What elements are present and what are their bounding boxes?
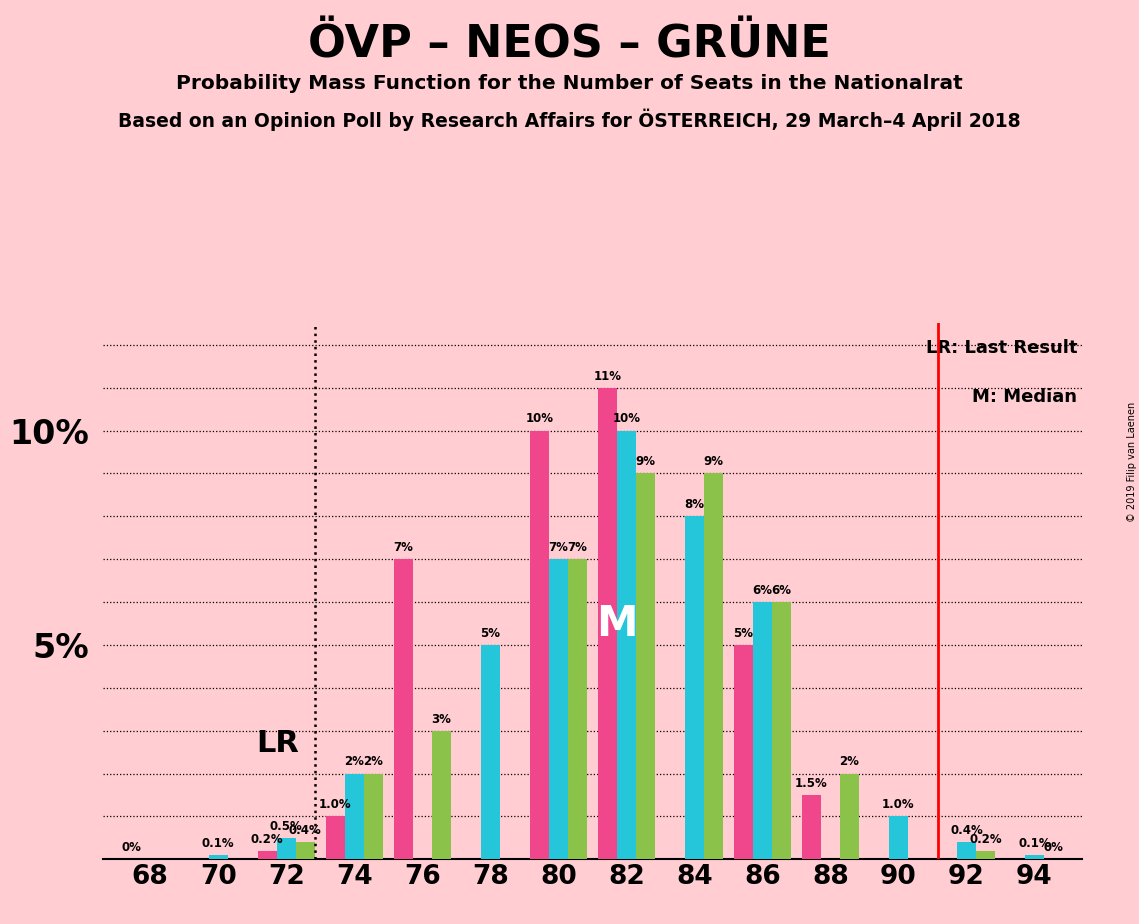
Bar [345, 773, 363, 859]
Text: 1.0%: 1.0% [319, 798, 352, 811]
Text: 0%: 0% [1043, 841, 1064, 854]
Bar [326, 817, 345, 859]
Text: 2%: 2% [344, 756, 364, 769]
Text: Probability Mass Function for the Number of Seats in the Nationalrat: Probability Mass Function for the Number… [177, 74, 962, 93]
Text: 1.0%: 1.0% [882, 798, 915, 811]
Bar [277, 838, 296, 859]
Bar [888, 817, 908, 859]
Text: 0.1%: 0.1% [202, 837, 235, 850]
Bar [957, 842, 976, 859]
Text: © 2019 Filip van Laenen: © 2019 Filip van Laenen [1126, 402, 1137, 522]
Bar [1025, 855, 1044, 859]
Text: 11%: 11% [593, 370, 621, 383]
Bar [481, 645, 500, 859]
Bar [753, 602, 772, 859]
Text: 2%: 2% [363, 756, 383, 769]
Text: 2%: 2% [839, 756, 859, 769]
Text: 7%: 7% [567, 541, 588, 554]
Bar [772, 602, 790, 859]
Bar [636, 473, 655, 859]
Text: Based on an Opinion Poll by Research Affairs for ÖSTERREICH, 29 March–4 April 20: Based on an Opinion Poll by Research Aff… [118, 109, 1021, 131]
Text: 0.2%: 0.2% [969, 833, 1002, 845]
Bar [976, 851, 995, 859]
Text: 7%: 7% [393, 541, 413, 554]
Text: 7%: 7% [548, 541, 568, 554]
Bar [617, 431, 636, 859]
Text: ÖVP – NEOS – GRÜNE: ÖVP – NEOS – GRÜNE [308, 23, 831, 67]
Text: 0.5%: 0.5% [270, 820, 303, 833]
Bar [685, 517, 704, 859]
Text: 6%: 6% [771, 584, 792, 597]
Bar [598, 388, 617, 859]
Text: 6%: 6% [753, 584, 772, 597]
Bar [296, 842, 314, 859]
Bar [394, 559, 412, 859]
Text: 5%: 5% [734, 626, 753, 639]
Text: LR: Last Result: LR: Last Result [926, 339, 1077, 358]
Bar [530, 431, 549, 859]
Text: 0.4%: 0.4% [950, 824, 983, 837]
Bar [802, 795, 821, 859]
Text: 9%: 9% [636, 456, 655, 468]
Bar [734, 645, 753, 859]
Bar [568, 559, 587, 859]
Bar [839, 773, 859, 859]
Text: 10%: 10% [525, 412, 554, 425]
Text: 0.4%: 0.4% [289, 824, 321, 837]
Text: 0.2%: 0.2% [251, 833, 284, 845]
Bar [208, 855, 228, 859]
Text: LR: LR [256, 729, 300, 758]
Text: 0%: 0% [121, 841, 141, 854]
Text: 5%: 5% [481, 626, 500, 639]
Text: M: M [596, 602, 638, 645]
Bar [549, 559, 568, 859]
Bar [363, 773, 383, 859]
Text: 3%: 3% [432, 712, 451, 725]
Text: 1.5%: 1.5% [795, 777, 828, 790]
Text: 8%: 8% [685, 498, 704, 511]
Bar [432, 731, 451, 859]
Text: 9%: 9% [704, 456, 723, 468]
Bar [257, 851, 277, 859]
Text: 10%: 10% [613, 412, 640, 425]
Text: 0.1%: 0.1% [1018, 837, 1051, 850]
Bar [704, 473, 723, 859]
Text: M: Median: M: Median [973, 388, 1077, 406]
